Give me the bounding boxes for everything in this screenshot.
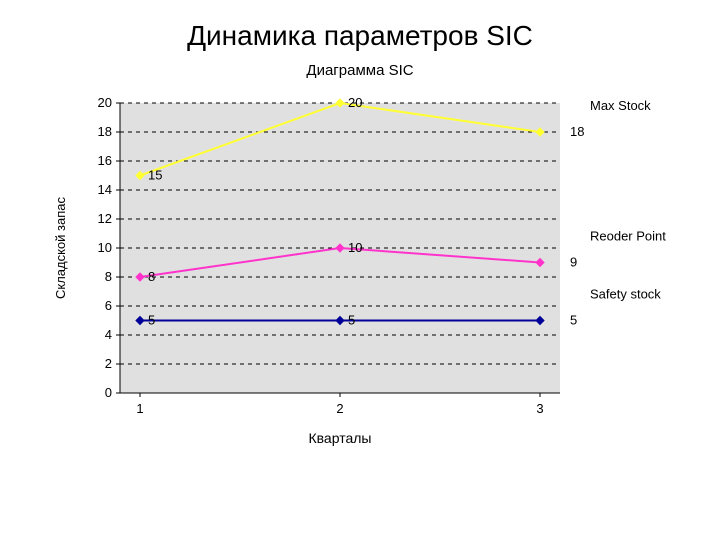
y-tick-label: 14 [98, 182, 112, 197]
y-tick-label: 20 [98, 95, 112, 110]
x-tick-label: 3 [536, 401, 543, 416]
y-tick-label: 18 [98, 124, 112, 139]
series-value-label: 5 [348, 313, 355, 328]
series-label: Safety stock [590, 287, 661, 302]
y-tick-label: 6 [105, 298, 112, 313]
y-tick-label: 2 [105, 356, 112, 371]
x-tick-label: 2 [336, 401, 343, 416]
chart-container: 02468101214161820123152018Max Stock8109R… [0, 93, 720, 473]
page-title: Динамика параметров SIC [0, 20, 720, 52]
y-tick-label: 10 [98, 240, 112, 255]
series-value-label: 9 [570, 255, 577, 270]
series-value-label: 5 [148, 313, 155, 328]
y-tick-label: 0 [105, 385, 112, 400]
y-tick-label: 4 [105, 327, 112, 342]
y-tick-label: 16 [98, 153, 112, 168]
series-value-label: 18 [570, 124, 584, 139]
series-value-label: 20 [348, 95, 362, 110]
y-tick-label: 12 [98, 211, 112, 226]
x-axis-title: Кварталы [309, 430, 372, 446]
series-value-label: 10 [348, 240, 362, 255]
chart-title: Диаграмма SIC [0, 62, 720, 79]
line-chart: 02468101214161820123152018Max Stock8109R… [30, 93, 690, 473]
y-axis-title: Складской запас [53, 196, 68, 299]
x-tick-label: 1 [136, 401, 143, 416]
series-label: Reoder Point [590, 229, 666, 244]
series-value-label: 8 [148, 269, 155, 284]
series-value-label: 15 [148, 168, 162, 183]
series-value-label: 5 [570, 313, 577, 328]
series-label: Max Stock [590, 98, 651, 113]
y-tick-label: 8 [105, 269, 112, 284]
